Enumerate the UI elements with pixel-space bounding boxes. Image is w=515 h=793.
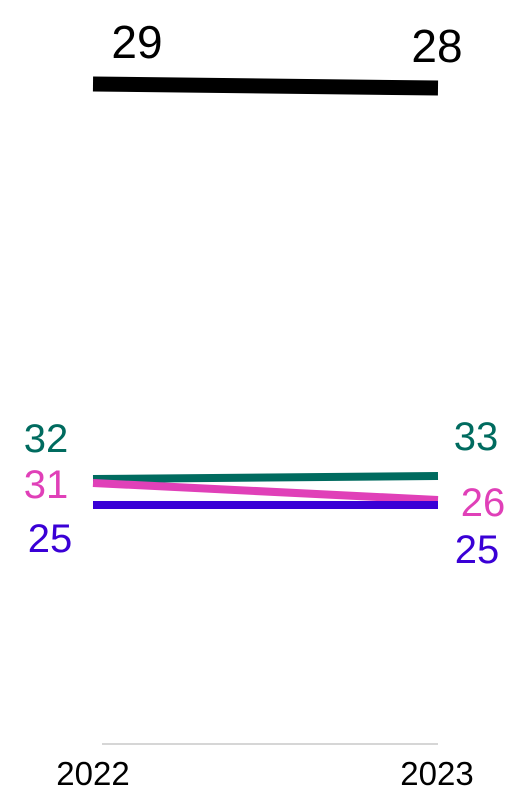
data-label: 31 [24, 463, 69, 507]
data-label: 25 [28, 517, 73, 561]
data-label: 29 [111, 16, 162, 68]
x-tick-label: 2022 [56, 755, 129, 792]
data-label: 33 [454, 415, 499, 459]
series-line [92, 472, 439, 483]
data-label: 28 [411, 20, 462, 72]
series-line [92, 479, 439, 504]
x-tick-label: 2023 [400, 755, 473, 792]
data-label: 32 [24, 417, 69, 461]
series-lines [92, 76, 439, 509]
series-line [92, 76, 439, 96]
data-label: 25 [455, 528, 500, 572]
data-label: 26 [461, 481, 506, 525]
